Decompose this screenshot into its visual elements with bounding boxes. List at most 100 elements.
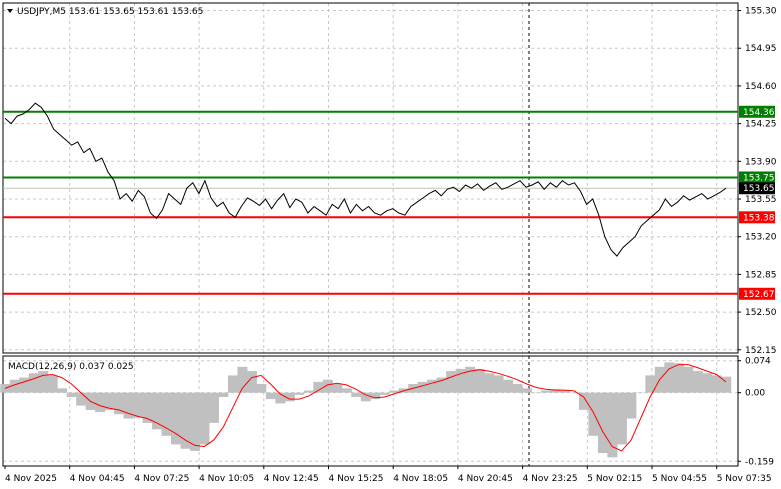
macd-histogram-bar [313, 381, 324, 393]
current-price-label: 153.65 [743, 184, 775, 194]
macd-histogram-bar [455, 368, 466, 393]
macd-histogram-bar [465, 366, 476, 393]
macd-histogram-bar [322, 379, 333, 393]
time-tick-label: 5 Nov 04:55 [652, 474, 707, 484]
macd-histogram-bar [218, 392, 229, 397]
price-tick-label: 152.50 [745, 308, 777, 318]
macd-histogram-bar [588, 392, 599, 436]
macd-histogram-bar [683, 366, 694, 393]
macd-signal-line [4, 364, 727, 452]
macd-histogram-bar [664, 362, 675, 393]
price-line [4, 102, 727, 257]
macd-histogram-bar [237, 366, 248, 393]
chart-header: USDJPY,M5 153.61 153.65 153.61 153.65 [7, 7, 203, 17]
time-tick-label: 4 Nov 12:45 [264, 474, 319, 484]
price-tick-label: 154.95 [745, 44, 777, 54]
macd-histogram-bar [303, 390, 314, 393]
macd-histogram-bar [692, 371, 703, 393]
macd-histogram-bar [227, 375, 238, 393]
macd-histogram-bar [332, 384, 343, 393]
price-tick-label: 155.30 [745, 7, 777, 17]
macd-histogram-bar [28, 373, 39, 393]
macd-histogram-bar [635, 392, 646, 394]
price-tick-label: 153.90 [745, 157, 777, 167]
time-tick-label: 4 Nov 23:25 [523, 474, 578, 484]
level-price-label: 152.67 [743, 290, 775, 300]
time-tick-label: 4 Nov 15:25 [329, 474, 384, 484]
macd-tick-label: 0.074 [745, 357, 771, 367]
macd-histogram-bar [351, 392, 362, 397]
time-tick-label: 4 Nov 10:05 [199, 474, 254, 484]
macd-histogram-bar [417, 381, 428, 393]
time-tick-label: 4 Nov 18:05 [393, 474, 448, 484]
macd-histogram-bar [569, 392, 580, 394]
macd-histogram-bar [607, 392, 618, 458]
price-tick-label: 153.55 [745, 195, 777, 205]
macd-histogram-bar [645, 375, 656, 393]
level-price-label: 153.38 [743, 213, 775, 223]
macd-histogram-bar [341, 388, 352, 393]
triangle-down-icon[interactable] [7, 9, 13, 13]
macd-histogram-bar [161, 392, 172, 436]
macd-histogram-bar [265, 392, 276, 400]
time-tick-label: 5 Nov 02:15 [587, 474, 642, 484]
level-price-tag [739, 211, 775, 224]
macd-histogram-bar [123, 392, 134, 419]
macd-histogram-bar [597, 392, 608, 454]
macd-histogram-bar [370, 392, 381, 400]
macd-histogram-bar [550, 389, 561, 393]
macd-histogram-bar [256, 384, 267, 393]
macd-histogram-bar [76, 392, 87, 406]
price-tick-label: 154.60 [745, 82, 777, 92]
macd-histogram-bar [721, 376, 732, 393]
macd-tick-label: 0.00 [745, 389, 765, 399]
macd-histogram-bar [541, 390, 551, 393]
macd-histogram-bar [294, 392, 305, 395]
macd-histogram-bar [522, 388, 533, 393]
macd-histogram-bar [275, 392, 286, 404]
level-price-label: 154.36 [743, 108, 775, 118]
macd-histogram-bar [474, 368, 485, 393]
level-price-tag [739, 105, 775, 118]
macd-histogram-bar [436, 377, 447, 393]
price-series [4, 102, 727, 257]
macd-histogram-bar [531, 392, 542, 394]
macd-histogram-bar [484, 373, 495, 393]
macd-histogram-bar [142, 392, 153, 423]
macd-histogram-bar [512, 384, 523, 393]
macd-histogram-bar [246, 371, 257, 393]
time-axis: 4 Nov 2025 4 Nov 04:45 4 Nov 07:25 4 Nov 10… [4, 466, 772, 484]
macd-histogram-bar [673, 363, 684, 393]
time-tick-label: 4 Nov 20:45 [458, 474, 513, 484]
macd-histogram-bar [189, 392, 200, 451]
macd-histogram-bar [152, 392, 163, 430]
macd-histogram-bar [19, 377, 30, 393]
macd-header: MACD(12,26,9) 0.037 0.025 [8, 362, 134, 372]
macd-histogram-bar [47, 375, 58, 393]
time-tick-label: 4 Nov 04:45 [70, 474, 125, 484]
time-tick-label: 4 Nov 07:25 [134, 474, 189, 484]
macd-histogram-bar [95, 392, 106, 413]
time-tick-label: 4 Nov 2025 [5, 474, 57, 484]
macd-histogram-bar [702, 373, 713, 393]
current-price-tag [739, 182, 775, 195]
macd-histogram-bar [284, 392, 295, 402]
macd-histogram-bar [427, 379, 438, 393]
price-axis: 155.30154.95154.60154.25153.90153.55153.… [738, 7, 777, 356]
price-tick-label: 153.20 [745, 233, 777, 243]
macd-histogram-bar [199, 392, 210, 445]
macd-histogram-bar [559, 390, 570, 393]
macd-histogram-bar [57, 388, 68, 393]
macd-histogram-bar [208, 392, 219, 423]
macd-histogram-bar [38, 371, 49, 393]
price-tick-label: 152.85 [745, 270, 777, 280]
level-price-tag [739, 171, 775, 184]
level-price-tag [739, 287, 775, 300]
macd-histogram-bar [360, 392, 371, 402]
macd-tick-label: -0.159 [745, 457, 774, 467]
macd-histogram-bar [379, 392, 390, 395]
macd-histogram-bar [114, 392, 125, 415]
macd-histogram-bar [180, 392, 191, 449]
macd-histogram-bar [171, 392, 182, 445]
